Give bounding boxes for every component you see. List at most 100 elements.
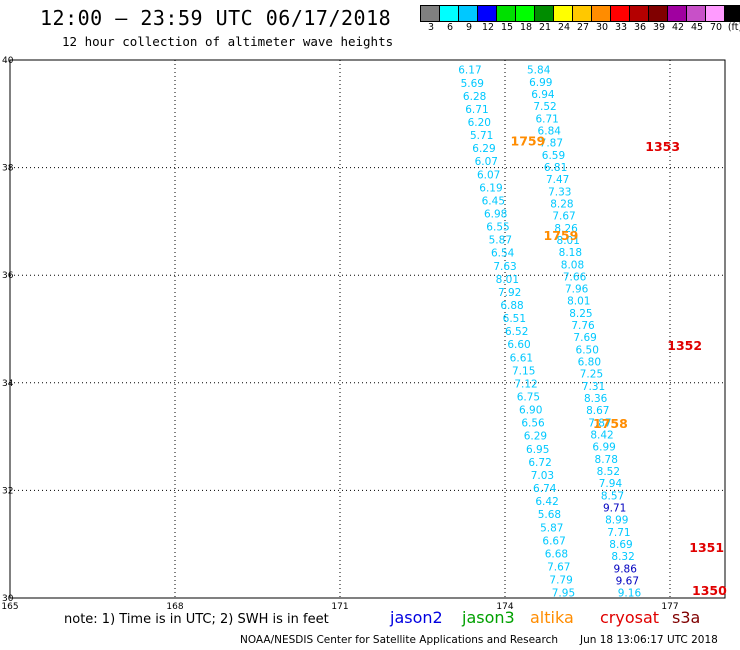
track-value-left: 6.98 xyxy=(484,208,507,220)
track-value-left: 6.07 xyxy=(477,169,500,181)
track-value-left: 6.42 xyxy=(535,496,558,508)
track-value-left: 6.17 xyxy=(458,65,481,77)
track-value-right: 6.99 xyxy=(592,442,615,454)
track-value-left: 6.29 xyxy=(524,431,547,443)
track-value-right: 6.80 xyxy=(578,357,601,369)
track-value-left: 7.79 xyxy=(549,575,572,587)
track-value-right: 8.01 xyxy=(557,235,580,247)
track-value-left: 5.69 xyxy=(461,78,484,90)
track-value-left: 7.92 xyxy=(498,287,521,299)
track-value-left: 6.61 xyxy=(510,352,533,364)
track-value-right: 8.18 xyxy=(559,247,582,259)
track-value-left: 6.90 xyxy=(519,405,542,417)
track-value-right: 8.99 xyxy=(605,515,628,527)
sat-label-s3a: s3a xyxy=(672,608,701,627)
lat-tick-label: 38 xyxy=(2,164,14,174)
track-value-left: 6.75 xyxy=(517,392,540,404)
cryosat-time-label: 1353 xyxy=(645,139,680,154)
track-value-right: 7.69 xyxy=(573,332,596,344)
lat-tick-label: 30 xyxy=(2,594,14,604)
track-value-left: 5.87 xyxy=(489,235,512,247)
track-value-right: 6.59 xyxy=(542,150,565,162)
track-value-left: 5.71 xyxy=(470,130,493,142)
track-value-left: 6.95 xyxy=(526,444,549,456)
cryosat-time-label: 1350 xyxy=(692,583,727,598)
altika-time-label: 1758 xyxy=(593,416,628,431)
legend-label: 27 xyxy=(576,22,590,33)
map-frame xyxy=(9,59,726,599)
track-value-right: 8.42 xyxy=(590,430,613,442)
track-value-left: 6.07 xyxy=(475,156,498,168)
track-value-right: 8.57 xyxy=(601,490,624,502)
lat-tick-label: 36 xyxy=(2,271,14,281)
track-value-left: 6.29 xyxy=(472,143,495,155)
legend-label: 21 xyxy=(538,22,552,33)
track-value-right: 8.67 xyxy=(586,405,609,417)
track-value-left: 6.28 xyxy=(463,91,486,103)
sat-label-jason3: jason3 xyxy=(462,608,515,627)
track-value-right: 8.78 xyxy=(595,454,618,466)
track-value-left: 6.74 xyxy=(533,483,557,495)
track-value-right: 7.76 xyxy=(571,320,595,332)
track-value-left: 6.71 xyxy=(465,104,488,116)
legend-label: 39 xyxy=(652,22,666,33)
track-value-right: 7.94 xyxy=(599,478,623,490)
footer-note: note: 1) Time is in UTC; 2) SWH is in fe… xyxy=(64,612,329,627)
track-value-right: 9.16 xyxy=(618,588,642,600)
legend-label: (ft) xyxy=(727,22,740,33)
legend-label: 36 xyxy=(633,22,647,33)
track-value-right: 7.66 xyxy=(563,271,587,283)
track-value-right: 7.71 xyxy=(607,527,630,539)
timestamp-text: Jun 18 13:06:17 UTC 2018 xyxy=(580,634,718,646)
page-subtitle: 12 hour collection of altimeter wave hei… xyxy=(62,34,394,49)
track-value-left: 6.54 xyxy=(491,248,515,260)
track-value-right: 8.69 xyxy=(609,539,632,551)
track-value-right: 9.71 xyxy=(603,502,626,514)
lon-tick-label: 177 xyxy=(661,602,678,612)
track-value-right: 7.96 xyxy=(565,284,589,296)
track-value-left: 6.20 xyxy=(468,117,491,129)
track-value-left: 7.03 xyxy=(531,470,554,482)
legend-label: 42 xyxy=(671,22,685,33)
legend-swatch xyxy=(724,5,740,22)
lon-tick-label: 171 xyxy=(331,602,348,612)
legend-label: 70 xyxy=(709,22,723,33)
track-value-right: 8.28 xyxy=(550,198,573,210)
track-value-right: 5.84 xyxy=(527,65,551,77)
track-value-right: 6.71 xyxy=(535,113,558,125)
track-value-left: 6.45 xyxy=(482,195,505,207)
page-title: 12:00 – 23:59 UTC 06/17/2018 xyxy=(40,6,392,30)
legend-label: 30 xyxy=(595,22,609,33)
legend-label: 12 xyxy=(481,22,495,33)
track-value-right: 7.47 xyxy=(546,174,569,186)
track-value-right: 7.33 xyxy=(548,186,571,198)
legend-label: 6 xyxy=(446,22,454,33)
track-value-right: 7.25 xyxy=(580,369,603,381)
track-value-right: 8.01 xyxy=(567,296,590,308)
track-value-right: 8.52 xyxy=(597,466,620,478)
cryosat-time-label: 1351 xyxy=(689,540,724,555)
track-value-left: 6.72 xyxy=(528,457,551,469)
lat-tick-label: 32 xyxy=(2,486,13,496)
track-value-left: 6.88 xyxy=(500,300,523,312)
track-value-right: 8.26 xyxy=(554,223,578,235)
track-value-left: 7.12 xyxy=(514,378,537,390)
track-value-left: 6.19 xyxy=(479,182,502,194)
track-value-right: 8.36 xyxy=(584,393,608,405)
sat-label-altika: altika xyxy=(530,608,574,627)
lon-tick-label: 165 xyxy=(1,602,18,612)
cryosat-time-label: 1352 xyxy=(667,338,702,353)
track-value-left: 6.60 xyxy=(507,339,530,351)
sat-label-cryosat: cryosat xyxy=(600,608,660,627)
track-value-right: 9.67 xyxy=(616,575,639,587)
track-value-left: 7.67 xyxy=(547,561,570,573)
track-value-right: 6.94 xyxy=(531,89,555,101)
color-legend xyxy=(420,5,740,22)
sat-label-jason2: jason2 xyxy=(390,608,443,627)
legend-label: 15 xyxy=(500,22,514,33)
track-value-right: 7.87 xyxy=(588,417,611,429)
credit-text: NOAA/NESDIS Center for Satellite Applica… xyxy=(240,634,558,646)
track-value-left: 6.68 xyxy=(545,548,568,560)
